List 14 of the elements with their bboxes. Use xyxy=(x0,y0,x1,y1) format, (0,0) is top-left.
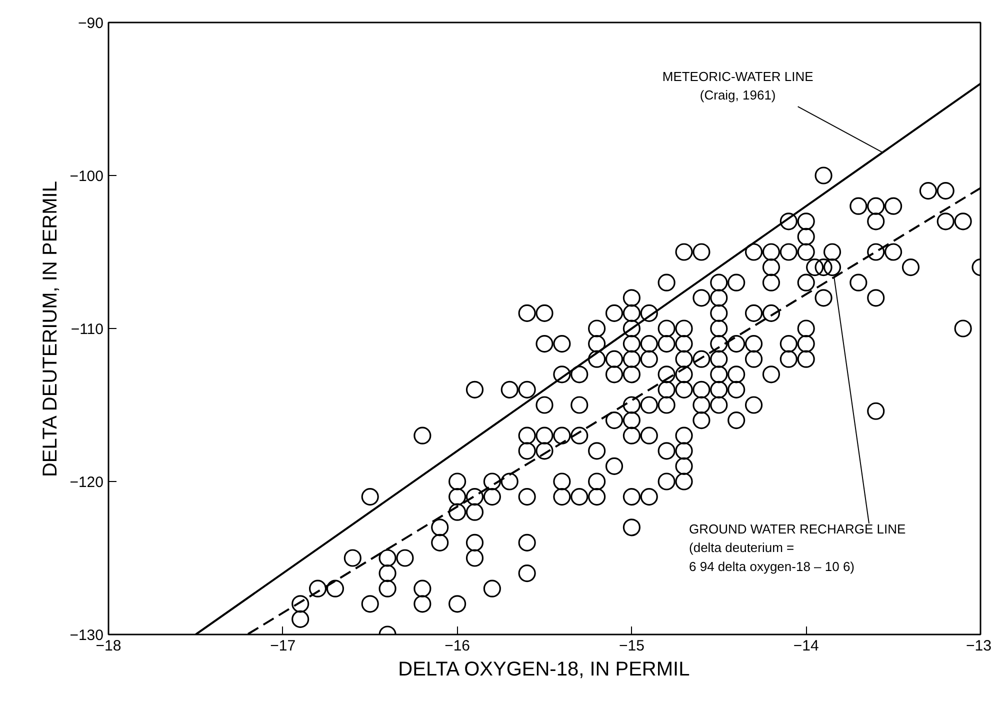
x-tick-label: −15 xyxy=(618,638,644,654)
annotation: METEORIC-WATER LINE (Craig, 1961) xyxy=(662,68,814,103)
x-tick-label: −17 xyxy=(270,638,296,654)
annotation: GROUND WATER RECHARGE LINE (delta deuterium = 6 94 delta oxygen-18 – 10 6) xyxy=(689,521,906,574)
y-tick-label: −120 xyxy=(70,474,104,491)
x-axis-title: DELTA OXYGEN-18, IN PERMIL xyxy=(398,658,690,680)
y-tick-label: −100 xyxy=(70,168,104,185)
x-tick-label: −16 xyxy=(444,638,470,654)
y-axis-title: DELTA DEUTERIUM, IN PERMIL xyxy=(40,181,62,478)
x-tick-label: −14 xyxy=(793,638,819,654)
y-tick-label: −130 xyxy=(70,627,104,644)
y-tick-label: −90 xyxy=(78,15,104,32)
x-tick-label: −13 xyxy=(966,638,991,654)
y-tick-label: −110 xyxy=(70,321,104,338)
